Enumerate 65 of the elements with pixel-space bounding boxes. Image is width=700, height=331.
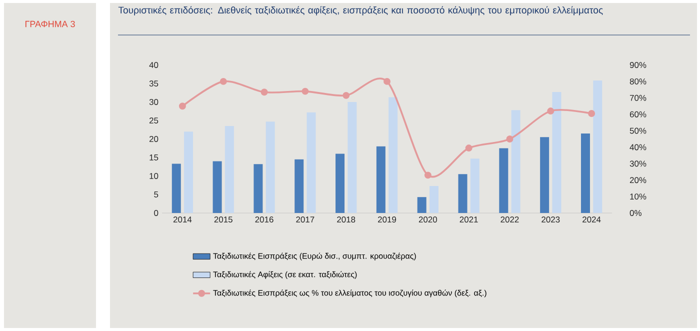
y2-tick-label: 40% bbox=[630, 144, 646, 150]
bar bbox=[580, 133, 590, 213]
y2-tick-label: 80% bbox=[630, 78, 646, 84]
bar bbox=[294, 159, 304, 213]
point bbox=[384, 78, 390, 85]
chart-title: Τουριστικές επιδόσεις: Διεθνείς ταξιδιωτικές αφίξεις, εισπράξεις και ποσοστό κάλυψης του εμπορικού ελλείμματος bbox=[118, 6, 603, 16]
bar bbox=[499, 148, 508, 213]
point bbox=[588, 110, 596, 117]
bar bbox=[348, 102, 357, 213]
bar bbox=[552, 92, 562, 213]
x-tick-label: 2022 bbox=[500, 216, 519, 223]
y2-tick-label: 90% bbox=[630, 62, 646, 68]
point bbox=[342, 92, 350, 99]
point bbox=[547, 108, 554, 115]
bar bbox=[172, 164, 181, 213]
bar bbox=[458, 174, 468, 213]
bar bbox=[224, 126, 234, 213]
bar bbox=[336, 154, 345, 213]
y2-tick-label: 60% bbox=[630, 111, 646, 118]
x-tick-label: 2014 bbox=[173, 216, 192, 223]
y2-tick-label: 20% bbox=[630, 177, 646, 184]
bar bbox=[388, 97, 398, 213]
y-tick-label: 30 bbox=[149, 99, 158, 105]
point bbox=[260, 88, 268, 96]
point bbox=[424, 172, 432, 179]
x-tick-label: 2015 bbox=[214, 216, 232, 223]
x-tick-label: 2023 bbox=[542, 216, 560, 223]
x-tick-label: 2018 bbox=[337, 216, 356, 223]
x-tick-label: 2016 bbox=[255, 216, 274, 223]
bar bbox=[470, 158, 480, 213]
bar bbox=[376, 146, 386, 213]
point bbox=[178, 102, 186, 110]
point bbox=[465, 144, 472, 152]
x-tick-label: 2019 bbox=[378, 216, 396, 223]
y2-tick-label: 70% bbox=[630, 94, 646, 101]
y-tick-label: 15 bbox=[150, 154, 158, 160]
bar bbox=[511, 110, 520, 213]
y-tick-label: 5 bbox=[154, 192, 158, 198]
bar bbox=[184, 132, 194, 213]
y2-tick-label: 50% bbox=[630, 128, 646, 134]
bar bbox=[593, 80, 602, 213]
bar bbox=[306, 112, 316, 213]
bar bbox=[417, 197, 426, 213]
point bbox=[220, 78, 227, 85]
bar bbox=[254, 164, 263, 213]
y-tick-label: 40 bbox=[149, 62, 158, 68]
point bbox=[506, 136, 514, 142]
y-tick-label: 25 bbox=[149, 118, 158, 124]
x-tick-label: 2020 bbox=[418, 216, 437, 223]
bar bbox=[266, 122, 275, 213]
point bbox=[302, 88, 309, 95]
y-tick-label: 35 bbox=[149, 80, 158, 86]
x-tick-label: 2017 bbox=[296, 216, 314, 223]
y-tick-label: 20 bbox=[149, 136, 158, 142]
x-tick-label: 2024 bbox=[582, 216, 601, 223]
y2-tick-label: 10% bbox=[630, 194, 646, 200]
bar bbox=[429, 186, 438, 213]
x-tick-label: 2021 bbox=[460, 216, 478, 223]
y-tick-label: 10 bbox=[150, 173, 158, 179]
y-tick-label: 0 bbox=[154, 210, 158, 216]
y2-tick-label: 0% bbox=[630, 210, 642, 216]
y2-tick-label: 30% bbox=[630, 160, 646, 167]
bar bbox=[212, 161, 222, 213]
bar bbox=[540, 137, 550, 213]
text: ΓΡΑΦΗΜΑ 3 bbox=[25, 20, 75, 28]
